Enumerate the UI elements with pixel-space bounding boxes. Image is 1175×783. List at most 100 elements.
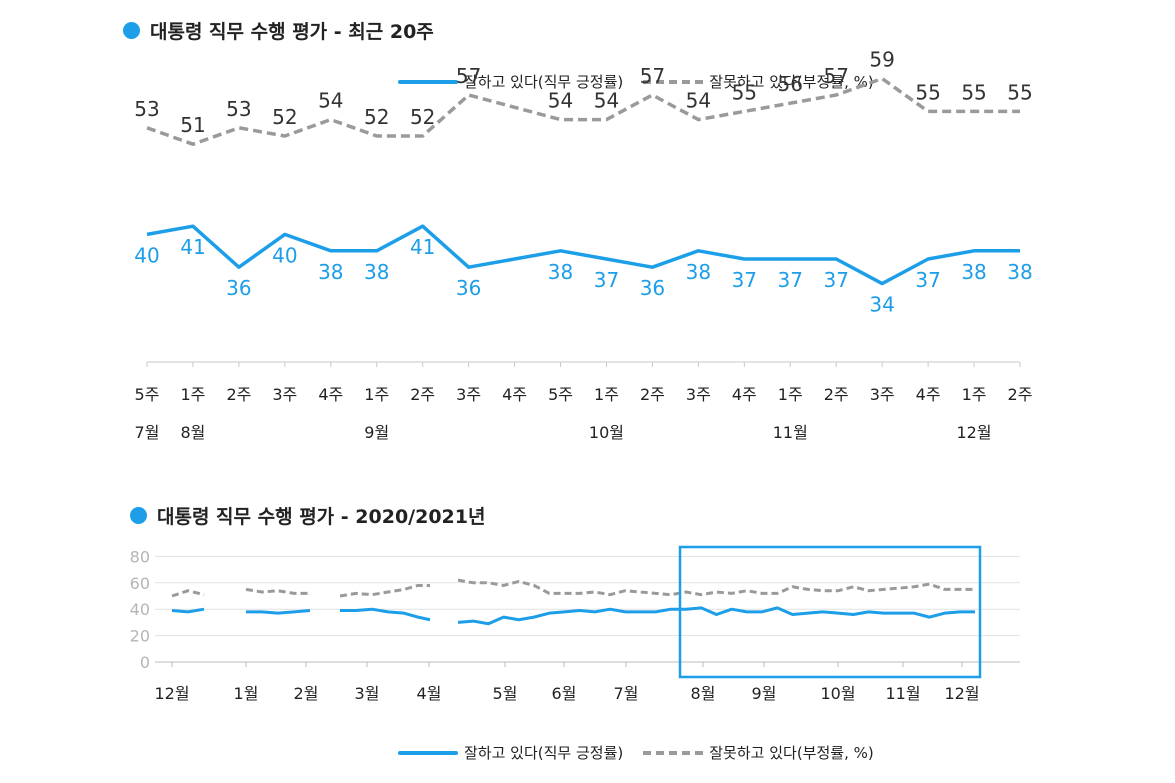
- chart2-2020-2021: 0 20 40 60 80 12월 1월 2월 3월 4월 5월 6월 7월 8월 9월 10월 11월 12월 최…: [130, 545, 1020, 703]
- approve-data-label: 37: [778, 268, 803, 292]
- month-label: 6월: [552, 684, 577, 703]
- x-tick-label: 5주: [548, 385, 573, 404]
- month-label: 8월: [691, 684, 716, 703]
- x-tick-label: 2주: [226, 385, 251, 404]
- x-tick-label: 1주: [180, 385, 205, 404]
- month-label: 8월: [180, 423, 205, 442]
- month-label: 12월: [154, 684, 189, 703]
- chart2-title: 대통령 직무 수행 평가 - 2020/2021년: [130, 502, 485, 529]
- x-tick-label: 3주: [686, 385, 711, 404]
- legend-solid-line-icon: [398, 79, 458, 84]
- chart1-title-text: 대통령 직무 수행 평가 - 최근 20주: [150, 21, 434, 43]
- approve-data-label: 38: [961, 260, 986, 284]
- approve-data-label: 36: [226, 276, 251, 300]
- approve-data-label: 36: [640, 276, 665, 300]
- x-tick-label: 3주: [456, 385, 481, 404]
- x-tick-label: 4주: [502, 385, 527, 404]
- disapprove-data-label: 52: [410, 105, 435, 129]
- legend-disapprove-label: 잘못하고 있다(부정률, %): [709, 73, 874, 91]
- legend-dashed-line-icon: [643, 79, 704, 84]
- approve-data-label: 37: [823, 268, 848, 292]
- legend-approve: 잘하고 있다(직무 긍정률): [398, 742, 623, 763]
- approve-data-label: 41: [180, 235, 205, 259]
- disapprove-data-label: 51: [180, 113, 205, 137]
- month-label: 10월: [820, 684, 855, 703]
- title-bullet-icon: [123, 22, 140, 39]
- disapprove-data-label: 54: [318, 89, 343, 113]
- disapprove-data-label: 52: [272, 105, 297, 129]
- approve-series-line: [340, 607, 431, 622]
- x-tick-label: 1주: [364, 385, 389, 404]
- legend-disapprove: 잘못하고 있다(부정률, %): [643, 742, 874, 763]
- title-bullet-icon: [130, 507, 147, 524]
- y-tick-label: 0: [140, 653, 150, 672]
- disapprove-data-label: 57: [640, 64, 665, 88]
- disapprove-data-label: 53: [134, 97, 159, 121]
- month-label: 11월: [773, 423, 808, 442]
- disapprove-data-label: 54: [594, 89, 619, 113]
- approve-series-line: [171, 607, 205, 614]
- month-label: 7월: [614, 684, 639, 703]
- chart1-recent-20-weeks: 5주 1주 2주 3주 4주 1주 2주 3주 4주 5주 1주 2주 3주 4주 1주 2주 3주 4주 1주 2주…: [134, 48, 1033, 442]
- disapprove-series-line: [457, 578, 975, 597]
- approve-data-label: 41: [410, 235, 435, 259]
- y-tick-label: 80: [130, 547, 150, 566]
- month-label: 12월: [957, 423, 992, 442]
- month-label: 11월: [885, 684, 920, 703]
- legend-disapprove-label: 잘못하고 있다(부정률, %): [709, 744, 874, 762]
- y-tick-label: 40: [130, 600, 150, 619]
- month-label: 7월: [135, 423, 160, 442]
- legend-approve-label: 잘하고 있다(직무 긍정률): [464, 73, 624, 91]
- legend-approve: 잘하고 있다(직무 긍정률): [398, 71, 623, 92]
- x-tick-label: 2주: [824, 385, 849, 404]
- x-tick-label: 3주: [272, 385, 297, 404]
- approve-series-line: [457, 606, 975, 626]
- x-tick-label: 1주: [778, 385, 803, 404]
- x-tick-label: 1주: [594, 385, 619, 404]
- disapprove-data-label: 53: [226, 97, 251, 121]
- x-tick-label: 4주: [732, 385, 757, 404]
- approve-data-label: 37: [594, 268, 619, 292]
- disapprove-data-label: 55: [961, 80, 986, 104]
- disapprove-data-label: 54: [686, 89, 711, 113]
- y-tick-label: 60: [130, 574, 150, 593]
- month-label: 12월: [944, 684, 979, 703]
- approve-data-label: 37: [915, 268, 940, 292]
- approve-data-label: 38: [364, 260, 389, 284]
- month-label: 3월: [355, 684, 380, 703]
- chart2-title-text: 대통령 직무 수행 평가 - 2020/2021년: [157, 506, 486, 528]
- approve-data-label: 34: [869, 293, 894, 317]
- x-tick-label: 2주: [410, 385, 435, 404]
- approve-data-label: 36: [456, 276, 481, 300]
- legend-solid-line-icon: [398, 750, 458, 755]
- legend-disapprove: 잘못하고 있다(부정률, %): [643, 71, 874, 92]
- recent-20-weeks-highlight-box: 최근 20주: [678, 545, 982, 679]
- chart2-legend: 잘하고 있다(직무 긍정률) 잘못하고 있다(부정률, %): [398, 742, 874, 763]
- month-label: 9월: [752, 684, 777, 703]
- x-tick-label: 2주: [1008, 385, 1033, 404]
- month-label: 2월: [294, 684, 319, 703]
- disapprove-data-label: 59: [869, 48, 894, 72]
- disapprove-data-label: 57: [456, 64, 481, 88]
- approve-data-label: 38: [548, 260, 573, 284]
- approve-series-line: [146, 224, 1020, 286]
- y-tick-label: 20: [130, 627, 150, 646]
- x-tick-label: 2주: [640, 385, 665, 404]
- disapprove-series-line: [171, 589, 205, 598]
- chart1-title: 대통령 직무 수행 평가 - 최근 20주: [123, 17, 434, 44]
- chart1-legend: 잘하고 있다(직무 긍정률) 잘못하고 있다(부정률, %): [398, 71, 874, 92]
- x-tick-label: 1주: [962, 385, 987, 404]
- month-label: 9월: [364, 423, 389, 442]
- disapprove-data-label: 55: [915, 80, 940, 104]
- approve-data-label: 40: [272, 243, 297, 267]
- month-label: 4월: [417, 684, 442, 703]
- approve-data-label: 38: [686, 260, 711, 284]
- x-tick-label: 3주: [870, 385, 895, 404]
- x-tick-label: 4주: [318, 385, 343, 404]
- approve-series-line: [246, 609, 311, 615]
- disapprove-data-label: 55: [1007, 80, 1032, 104]
- disapprove-data-label: 55: [732, 80, 757, 104]
- approve-data-label: 37: [732, 268, 757, 292]
- month-label: 5월: [493, 684, 518, 703]
- disapprove-series-line: [339, 583, 430, 598]
